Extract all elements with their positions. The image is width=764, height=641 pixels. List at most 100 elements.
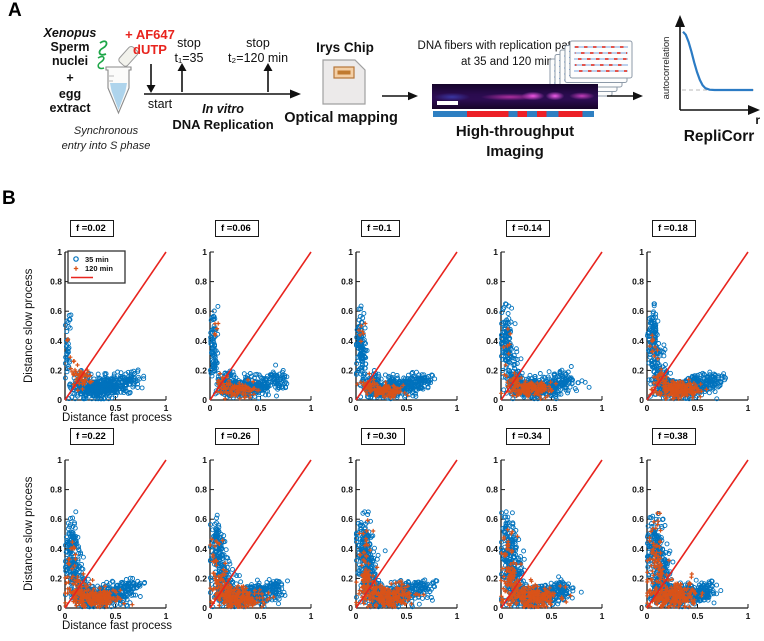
svg-text:0: 0 (63, 403, 68, 413)
row1-xlabel: Distance fast process (62, 412, 172, 424)
svg-text:0.8: 0.8 (341, 485, 353, 495)
subplot-f-0.14: f =0.14 0 0.2 0.4 0.6 0.8 1 0 0.5 1 (481, 220, 627, 420)
scatter-plot: 0 0.2 0.4 0.6 0.8 1 0 0.5 1 (486, 247, 604, 413)
tube-lid (118, 45, 139, 67)
start-label: start (147, 97, 173, 111)
replicorr-xlabel: r (755, 113, 760, 127)
f-value-box: f =0.1 (361, 220, 400, 237)
axis-arrow-icon (675, 15, 685, 27)
svg-text:0.6: 0.6 (341, 306, 353, 316)
svg-text:0: 0 (499, 403, 504, 413)
identity-line (355, 251, 458, 401)
legend-120min: 120 min (85, 264, 113, 273)
svg-text:0: 0 (348, 395, 353, 405)
subplot-f-0.06: f =0.06 0 0.2 0.4 0.6 0.8 1 0 0.5 1 (190, 220, 336, 420)
up-arrow-icon (177, 63, 187, 71)
svg-text:0.5: 0.5 (255, 611, 267, 621)
subplot-f-0.02: f =0.02 0 0.2 0.4 0.6 0.8 1 0 0.5 1 35 min 120 min (45, 220, 191, 420)
replicorr-title: RepliCorr (683, 128, 755, 145)
svg-text:1: 1 (639, 247, 644, 257)
panel-a-label: A (8, 0, 22, 21)
row1-ylabel: Distance slow process (23, 268, 35, 384)
svg-text:0: 0 (354, 611, 359, 621)
svg-text:0.6: 0.6 (195, 306, 207, 316)
stop1-label: stop t₁=35 (174, 36, 204, 65)
f-value-box: f =0.22 (70, 428, 114, 445)
svg-text:0.8: 0.8 (195, 485, 207, 495)
identity-line (646, 251, 749, 401)
tube-liquid (110, 83, 127, 110)
svg-text:1: 1 (202, 455, 207, 465)
series-120-min (354, 518, 426, 609)
identity-line (64, 251, 167, 401)
arrowhead-icon (290, 89, 301, 99)
flow-arrow-icon (382, 91, 418, 101)
svg-text:1: 1 (309, 611, 314, 621)
svg-text:0.6: 0.6 (486, 306, 498, 316)
svg-text:0.2: 0.2 (50, 573, 62, 583)
svg-text:0.4: 0.4 (486, 336, 498, 346)
down-arrow-icon (146, 85, 156, 93)
svg-text:0.4: 0.4 (341, 544, 353, 554)
svg-text:0.5: 0.5 (401, 611, 413, 621)
sample-description: Xenopus Sperm nuclei + egg extract (22, 26, 118, 115)
species-name: Xenopus (43, 26, 97, 40)
identity-line (646, 459, 749, 609)
svg-text:1: 1 (455, 611, 460, 621)
f-value-box: f =0.18 (652, 220, 696, 237)
chip-title: Irys Chip (316, 40, 374, 55)
svg-text:0.6: 0.6 (50, 514, 62, 524)
autocorrelation-curve (682, 31, 753, 92)
subplot-f-0.22: f =0.22 0 0.2 0.4 0.6 0.8 1 0 0.5 1 (45, 428, 191, 628)
sperm-squiggle-icon (97, 55, 105, 70)
flow-arrow-icon (607, 91, 643, 101)
series-120-min (499, 326, 558, 401)
svg-text:0: 0 (202, 603, 207, 613)
svg-text:0.8: 0.8 (341, 277, 353, 287)
f-value-box: f =0.06 (215, 220, 259, 237)
svg-text:0.4: 0.4 (195, 544, 207, 554)
tube-icon (97, 40, 139, 115)
scale-bar (437, 101, 458, 105)
scatter-plot: 0 0.2 0.4 0.6 0.8 1 0 0.5 1 (195, 247, 314, 413)
svg-text:0.2: 0.2 (632, 365, 644, 375)
dna-replication-label: DNA Replication (172, 117, 274, 132)
svg-text:0: 0 (63, 611, 68, 621)
sperm-squiggle-icon (98, 40, 108, 56)
fibers-caption: DNA fibers with replication patterns at … (417, 40, 597, 68)
svg-text:0: 0 (645, 403, 650, 413)
subplot-f-0.3: f =0.30 0 0.2 0.4 0.6 0.8 1 0 0.5 1 (336, 428, 482, 628)
svg-text:0.8: 0.8 (195, 277, 207, 287)
replication-pattern-bar (433, 111, 594, 117)
svg-text:0.2: 0.2 (341, 573, 353, 583)
svg-text:1: 1 (455, 403, 460, 413)
f-value-box: f =0.38 (652, 428, 696, 445)
svg-text:0.6: 0.6 (341, 514, 353, 524)
subplot-f-0.18: f =0.18 0 0.2 0.4 0.6 0.8 1 0 0.5 1 (627, 220, 764, 420)
svg-text:0: 0 (208, 611, 213, 621)
svg-text:0: 0 (493, 395, 498, 405)
svg-text:0.4: 0.4 (50, 336, 62, 346)
f-value-box: f =0.14 (506, 220, 550, 237)
svg-text:0.4: 0.4 (341, 336, 353, 346)
replicorr-ylabel: autocorrelation (661, 37, 672, 100)
identity-line (355, 459, 458, 609)
svg-text:1: 1 (309, 403, 314, 413)
svg-text:1: 1 (164, 403, 169, 413)
timeline-arrow (144, 63, 301, 99)
svg-text:0.5: 0.5 (255, 403, 267, 413)
f-value-box: f =0.26 (215, 428, 259, 445)
svg-text:0: 0 (354, 403, 359, 413)
svg-text:1: 1 (202, 247, 207, 257)
svg-text:0.5: 0.5 (110, 403, 122, 413)
svg-text:1: 1 (746, 403, 751, 413)
scatter-plot: 0 0.2 0.4 0.6 0.8 1 0 0.5 1 (50, 455, 168, 621)
svg-text:0.8: 0.8 (632, 277, 644, 287)
panel-b: B Distance slow process Distance fast pr… (0, 188, 764, 641)
svg-text:0: 0 (57, 603, 62, 613)
svg-text:0.5: 0.5 (546, 403, 558, 413)
svg-text:0.2: 0.2 (341, 365, 353, 375)
svg-text:0.8: 0.8 (50, 277, 62, 287)
svg-text:0: 0 (348, 603, 353, 613)
